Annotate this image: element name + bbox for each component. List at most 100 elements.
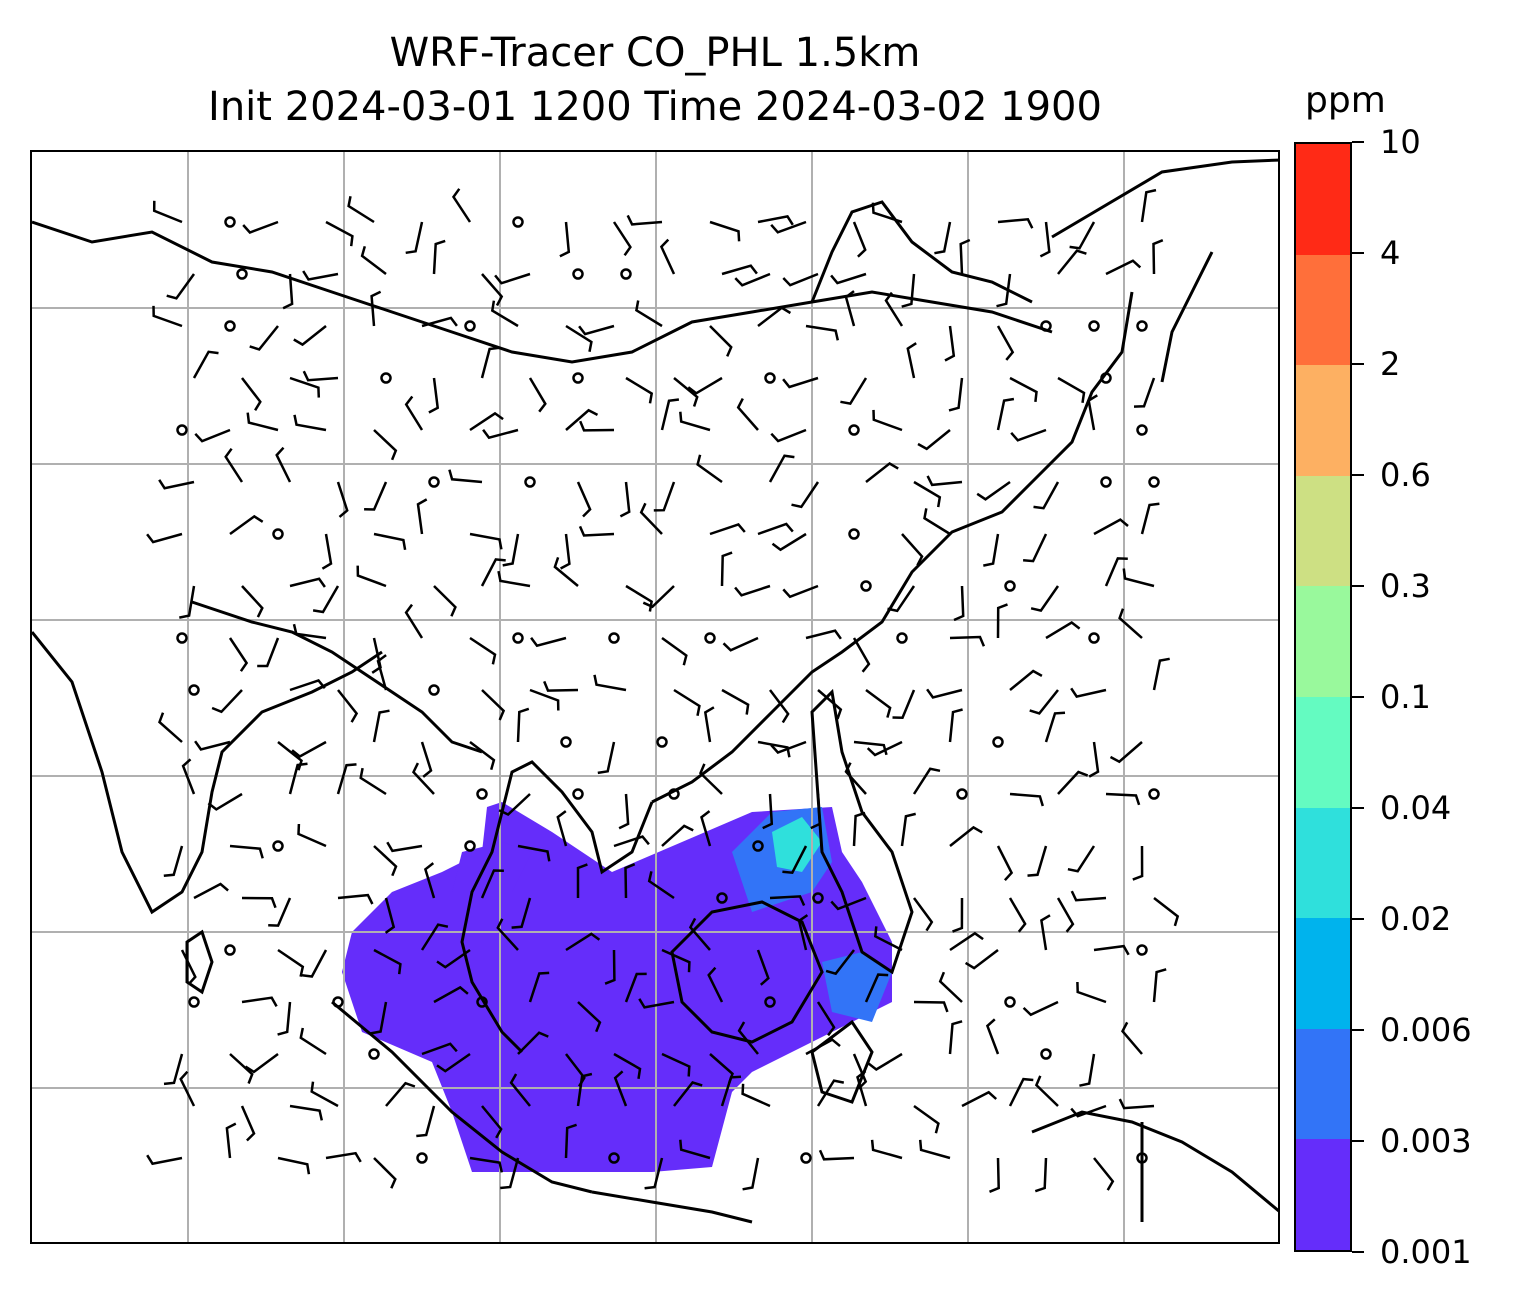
wind-barb-icon: [782, 584, 819, 599]
wind-barb-icon: [1093, 944, 1130, 956]
wind-barb-icon: [1023, 533, 1048, 563]
wind-barb-icon: [1076, 981, 1107, 1004]
wind-barb-icon: [469, 636, 497, 665]
wind-barb-icon: [152, 200, 183, 224]
colorbar-tick-label: 0.003: [1380, 1122, 1472, 1160]
wind-barb-icon: [1008, 897, 1027, 933]
wind-barb-icon: [1008, 1077, 1034, 1107]
wind-barb-icon: [613, 1070, 628, 1107]
wind-barb-icon: [529, 688, 560, 711]
wind-barb-icon: [900, 812, 916, 847]
colorbar-tick: [1352, 1029, 1364, 1031]
wind-barb-icon: [1120, 1021, 1143, 1055]
calm-circle-icon: [764, 372, 776, 384]
wind-barb-icon: [661, 1052, 691, 1077]
colorbar-segment: [1296, 1028, 1350, 1140]
calm-circle-icon: [176, 424, 188, 436]
wind-barb-icon: [949, 635, 986, 647]
wind-barb-icon: [722, 636, 759, 652]
wind-barb-icon: [292, 623, 327, 640]
wind-barb-icon: [480, 869, 504, 899]
wind-barb-icon: [996, 397, 1015, 431]
wind-barb-icon: [1122, 568, 1155, 588]
wind-barb-icon: [1152, 239, 1164, 275]
colorbar-tick: [1352, 696, 1364, 698]
wind-barb-icon: [1009, 376, 1038, 403]
wind-barb-icon: [1022, 1000, 1059, 1017]
wind-barb-icon: [577, 1001, 602, 1033]
wind-barb-icon: [192, 350, 219, 379]
wind-barb-icon: [576, 1072, 593, 1107]
calm-circle-icon: [572, 372, 584, 384]
calm-circle-icon: [428, 476, 440, 488]
wind-barb-icon: [867, 1052, 903, 1072]
wind-barb-icon: [411, 762, 435, 795]
calm-circle-icon: [848, 424, 860, 436]
wind-barb-icon: [989, 1157, 1000, 1193]
wind-barb-icon: [613, 1052, 642, 1079]
wind-barb-icon: [166, 273, 196, 300]
colorbar-segment: [1296, 254, 1350, 366]
wind-barb-icon: [757, 215, 794, 226]
wind-barb-icon: [696, 454, 723, 484]
wind-barb-icon: [1039, 221, 1051, 258]
wind-barb-icon: [405, 221, 424, 255]
calm-circle-icon: [1100, 476, 1112, 488]
calm-circle-icon: [236, 268, 248, 280]
wind-barb-icon: [152, 305, 183, 328]
wind-barb-icon: [1153, 897, 1180, 927]
colorbar-tick: [1352, 1140, 1364, 1142]
wind-barb-icon: [805, 324, 840, 341]
wind-barb-icon: [625, 584, 653, 612]
plume-peak-region: [772, 817, 822, 872]
calm-circle-icon: [1100, 372, 1112, 384]
wind-barb-icon: [496, 918, 519, 951]
wind-barb-icon: [481, 273, 504, 307]
border-himalaya: [191, 600, 483, 754]
wind-barb-icon: [436, 1052, 471, 1073]
coastline-sri-lanka: [185, 929, 214, 995]
wind-barb-icon: [985, 1018, 1000, 1055]
wind-barb-icon: [661, 824, 694, 847]
wind-barb-icon: [737, 1021, 759, 1055]
wind-barb-icon: [1067, 845, 1096, 873]
wind-barb-icon: [1088, 741, 1100, 778]
wind-barb-icon: [242, 220, 279, 234]
wind-barb-icon: [818, 1149, 855, 1161]
wind-barb-icon: [241, 377, 262, 411]
wind-barb-icon: [516, 707, 530, 743]
wind-barb-icon: [373, 948, 402, 975]
colorbar-segment: [1296, 365, 1350, 476]
wind-barb-icon: [757, 522, 794, 536]
wind-barb-icon: [1070, 890, 1107, 902]
wind-barb-icon: [225, 1122, 237, 1159]
wind-barb-icon: [1034, 1157, 1048, 1193]
colorbar-tick: [1352, 807, 1364, 809]
wind-barb-icon: [949, 825, 983, 847]
wind-barb-icon: [720, 1075, 742, 1107]
colorbar-tick: [1352, 918, 1364, 920]
wind-barb-icon: [707, 966, 724, 1003]
calm-circle-icon: [224, 944, 236, 956]
coastline-east-asia: [1051, 158, 1278, 239]
wind-barb-icon: [211, 689, 243, 714]
wind-barb-icon: [1027, 845, 1048, 877]
wind-barb-icon: [644, 1157, 664, 1190]
calm-circle-icon: [572, 788, 584, 800]
calm-circle-icon: [272, 840, 284, 852]
wind-barb-icon: [997, 217, 1034, 229]
wind-barb-icon: [901, 273, 916, 308]
wind-barb-icon: [293, 414, 327, 432]
calm-circle-icon: [1136, 320, 1148, 332]
calm-circle-icon: [992, 736, 1004, 748]
colorbar-tick-label: 0.04: [1380, 789, 1452, 827]
wind-barb-icon: [1070, 687, 1107, 699]
wind-barb-icon: [528, 971, 550, 1003]
wind-barb-icon: [762, 793, 774, 830]
wind-barb-icon: [892, 689, 916, 719]
wind-barb-icon: [517, 1031, 549, 1055]
wind-barb-icon: [923, 508, 951, 536]
wind-barb-icon: [961, 1090, 998, 1108]
wind-barb-icon: [564, 1123, 578, 1159]
wind-barb-icon: [302, 370, 339, 382]
